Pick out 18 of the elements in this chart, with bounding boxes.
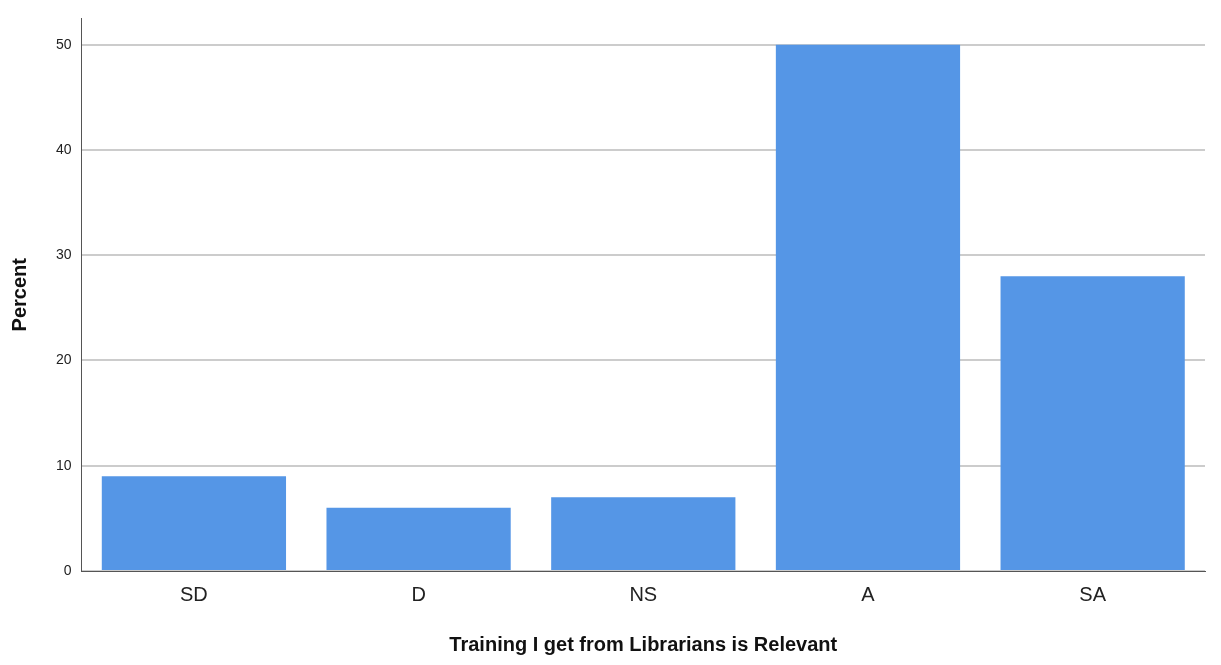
y-tick-label: 20 [55, 351, 72, 368]
bar [1000, 276, 1185, 570]
bar [101, 476, 287, 570]
y-tick-label: 30 [55, 246, 72, 263]
y-tick-label: 0 [63, 561, 72, 578]
x-tick-label: D [411, 582, 426, 605]
x-tick-label: A [861, 582, 876, 605]
y-axis-title: Percent [7, 257, 30, 332]
x-axis-title: Training I get from Librarians is Relevant [449, 632, 838, 655]
y-tick-label: 10 [55, 456, 72, 473]
x-tick-label: SA [1079, 582, 1107, 605]
y-tick-label: 50 [55, 35, 72, 52]
bar [551, 497, 736, 570]
bar [775, 44, 961, 570]
x-tick-label: NS [629, 582, 658, 605]
x-tick-label: SD [180, 582, 208, 605]
bar [326, 507, 511, 570]
y-tick-label: 40 [55, 140, 72, 157]
